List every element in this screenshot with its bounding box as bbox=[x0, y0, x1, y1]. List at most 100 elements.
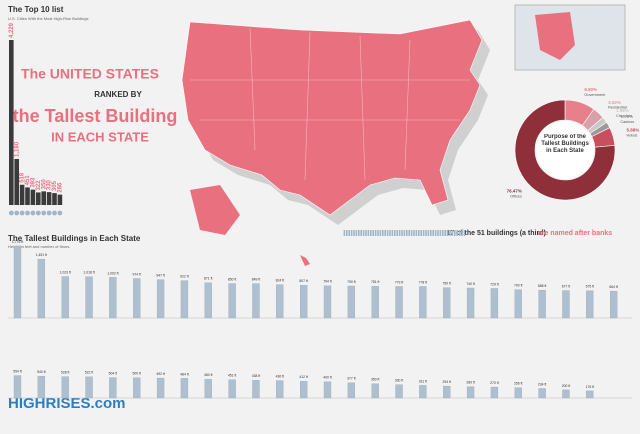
bank-strip-tick bbox=[348, 230, 350, 236]
bank-strip-tick bbox=[394, 230, 396, 236]
building bbox=[180, 280, 189, 319]
building-height: 330 ft bbox=[395, 379, 404, 383]
building bbox=[514, 289, 522, 319]
top10-value: 350 bbox=[41, 179, 47, 190]
top10-title: The Top 10 list bbox=[8, 5, 64, 14]
building bbox=[371, 383, 379, 399]
bank-strip-tick bbox=[398, 230, 401, 236]
bank-strip-tick bbox=[355, 230, 358, 236]
bank-strip-tick bbox=[415, 230, 418, 236]
building-height: 778 ft bbox=[419, 280, 428, 284]
building bbox=[347, 382, 355, 399]
bank-strip-tick bbox=[449, 230, 451, 236]
bank-strip-tick bbox=[401, 230, 403, 236]
alaska bbox=[190, 185, 240, 235]
building-height: 270 ft bbox=[490, 381, 499, 385]
bank-strip-tick bbox=[386, 230, 389, 236]
bank-strip-tick bbox=[377, 230, 379, 236]
top10-subtitle: U.S. Cities With the Most High-Rise Buil… bbox=[8, 16, 88, 21]
building-height: 492 ft bbox=[156, 372, 165, 376]
building-height: 794 ft bbox=[323, 280, 332, 284]
bank-strip-tick bbox=[379, 230, 382, 236]
building-height: 504 ft bbox=[109, 371, 118, 375]
building-height: 974 ft bbox=[132, 272, 141, 276]
bank-strip-tick bbox=[370, 230, 372, 236]
building bbox=[300, 285, 308, 319]
bank-strip-tick bbox=[430, 230, 432, 236]
pie-value: 3.92% bbox=[608, 100, 621, 105]
building bbox=[276, 380, 284, 399]
bank-strip-tick bbox=[353, 230, 355, 236]
city-icon bbox=[14, 210, 20, 216]
top10-value: 330 bbox=[47, 179, 53, 190]
building-height: 438 ft bbox=[252, 374, 261, 378]
building-height: 807 ft bbox=[299, 279, 308, 283]
bank-strip-tick bbox=[350, 230, 353, 236]
building-height: 350 ft bbox=[371, 378, 380, 382]
city-icon bbox=[46, 210, 52, 216]
building-height: 781 ft bbox=[371, 280, 380, 284]
hawaii bbox=[300, 255, 310, 266]
building-height: 740 ft bbox=[466, 282, 475, 286]
bank-strip-tick bbox=[413, 230, 415, 236]
building bbox=[419, 385, 427, 399]
top10-bar bbox=[14, 158, 19, 205]
bank-strip-tick bbox=[396, 230, 398, 236]
city-icon bbox=[52, 210, 57, 216]
top10-value: 393 bbox=[30, 177, 36, 188]
bank-strip-tick bbox=[439, 230, 442, 236]
bank-strip-tick bbox=[365, 230, 367, 236]
bank-strip-tick bbox=[384, 230, 386, 236]
building-height: 400 ft bbox=[323, 376, 332, 380]
bank-strip-tick bbox=[410, 230, 413, 236]
building bbox=[323, 285, 332, 319]
bank-strip-tick bbox=[444, 230, 446, 236]
bank-strip-tick bbox=[372, 230, 374, 236]
building-height: 1,018 ft bbox=[83, 271, 94, 275]
bank-strip-tick bbox=[434, 230, 437, 236]
bank-strip-tick bbox=[408, 230, 410, 236]
bank-strip-tick bbox=[346, 230, 348, 236]
banks-lead: 17 of the 51 buildings (a third) bbox=[446, 230, 546, 237]
top10-bar bbox=[30, 189, 36, 205]
building bbox=[37, 259, 45, 319]
building bbox=[443, 287, 451, 319]
top10-value: 518 bbox=[20, 172, 26, 183]
pie-value: 9.80% bbox=[584, 87, 597, 92]
top10-bar bbox=[57, 194, 63, 205]
top10-bar bbox=[19, 184, 25, 205]
building bbox=[13, 375, 22, 399]
top10-value: 1,180 bbox=[14, 141, 20, 157]
building bbox=[61, 276, 69, 319]
building-height: 850 ft bbox=[228, 277, 237, 281]
building bbox=[347, 285, 355, 319]
building bbox=[586, 390, 594, 399]
building-height: 1,023 ft bbox=[60, 270, 71, 274]
building-height: 377 ft bbox=[347, 377, 356, 381]
building bbox=[466, 386, 475, 399]
building bbox=[133, 377, 141, 399]
building-height: 311 ft bbox=[419, 379, 427, 383]
bank-strip-tick bbox=[461, 230, 463, 236]
building-height: 484 ft bbox=[180, 372, 189, 376]
building-height: 729 ft bbox=[490, 282, 499, 286]
building bbox=[252, 380, 260, 399]
pie-label: Hotels bbox=[627, 134, 638, 138]
top10-value: 266 bbox=[57, 182, 63, 193]
bank-strip-tick bbox=[360, 230, 362, 236]
pie-title-box: Purpose of the Tallest Buildings in Each… bbox=[541, 134, 589, 154]
city-icon bbox=[8, 210, 14, 216]
building bbox=[562, 389, 570, 399]
bank-strip-tick bbox=[454, 230, 456, 236]
pie-value: 76.47% bbox=[507, 189, 522, 194]
building bbox=[204, 282, 212, 319]
city-icon bbox=[30, 210, 36, 216]
bank-strip-tick bbox=[418, 230, 420, 236]
building-height: 947 ft bbox=[156, 273, 165, 277]
building-height: 779 ft bbox=[395, 280, 404, 284]
pie-title: Purpose of the Tallest Buildings in Each… bbox=[541, 134, 589, 154]
bank-strip-tick bbox=[437, 230, 439, 236]
pie-label: Residential bbox=[608, 106, 627, 110]
building bbox=[562, 290, 570, 319]
inset-states bbox=[535, 12, 575, 60]
